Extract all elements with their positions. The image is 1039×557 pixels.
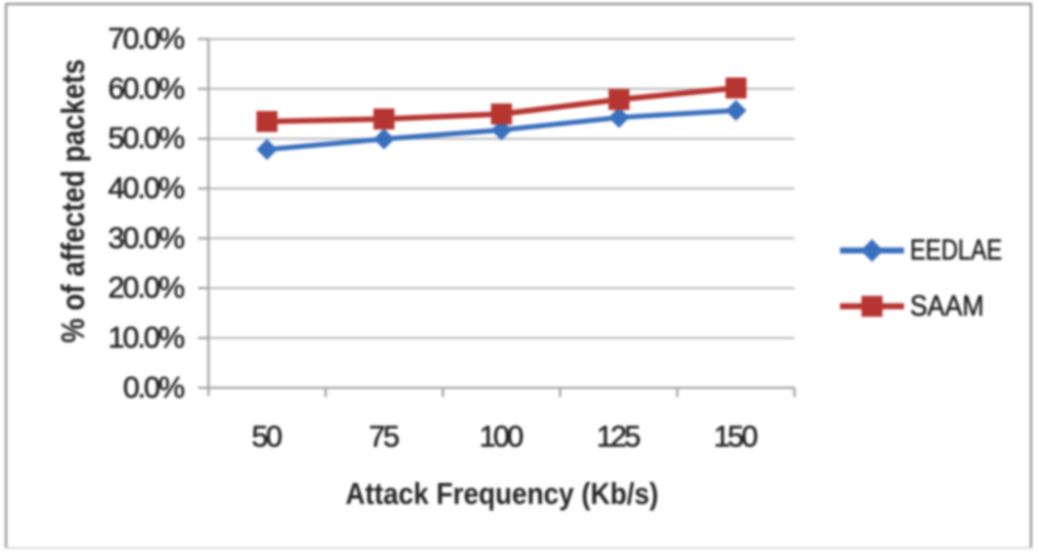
svg-text:0.0%: 0.0% (123, 371, 185, 404)
svg-text:% of affected packets: % of affected packets (55, 59, 91, 343)
svg-text:10.0%: 10.0% (108, 322, 185, 355)
svg-text:60.0%: 60.0% (108, 72, 185, 105)
svg-text:125: 125 (596, 421, 641, 454)
svg-text:40.0%: 40.0% (108, 172, 185, 205)
svg-text:50.0%: 50.0% (108, 122, 185, 155)
svg-text:30.0%: 30.0% (108, 222, 185, 255)
svg-text:50: 50 (252, 421, 283, 454)
svg-text:SAAM: SAAM (910, 290, 984, 322)
svg-text:EEDLAE: EEDLAE (910, 235, 1002, 267)
svg-text:20.0%: 20.0% (108, 272, 185, 305)
svg-text:150: 150 (714, 421, 759, 454)
svg-text:75: 75 (369, 421, 400, 454)
svg-text:100: 100 (479, 421, 524, 454)
svg-text:70.0%: 70.0% (108, 23, 185, 56)
svg-text:Attack Frequency (Kb/s): Attack Frequency (Kb/s) (346, 476, 659, 511)
